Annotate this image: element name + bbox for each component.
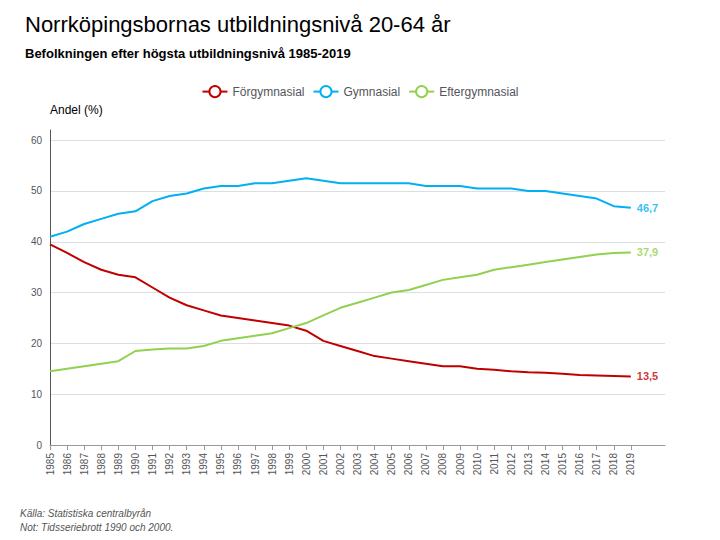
svg-text:1996: 1996 — [232, 453, 243, 476]
svg-text:1997: 1997 — [250, 453, 261, 476]
svg-text:50: 50 — [31, 185, 43, 196]
svg-text:2005: 2005 — [386, 453, 397, 476]
svg-text:1985: 1985 — [45, 453, 56, 476]
svg-text:1995: 1995 — [215, 453, 226, 476]
svg-text:1988: 1988 — [96, 453, 107, 476]
svg-text:2004: 2004 — [369, 453, 380, 476]
svg-text:2014: 2014 — [540, 453, 551, 476]
svg-text:1998: 1998 — [267, 453, 278, 476]
svg-text:2009: 2009 — [455, 453, 466, 476]
svg-text:2016: 2016 — [574, 453, 585, 476]
svg-text:Befolkningen efter högsta utbi: Befolkningen efter högsta utbildningsniv… — [25, 46, 351, 61]
svg-text:10: 10 — [31, 389, 43, 400]
svg-text:2013: 2013 — [523, 453, 534, 476]
svg-text:2019: 2019 — [625, 453, 636, 476]
svg-text:1992: 1992 — [164, 453, 175, 476]
svg-text:Norrköpingsbornas utbildningsn: Norrköpingsbornas utbildningsnivå 20-64 … — [25, 12, 451, 37]
svg-text:2002: 2002 — [335, 453, 346, 476]
svg-text:1989: 1989 — [113, 453, 124, 476]
svg-text:1991: 1991 — [147, 453, 158, 476]
svg-text:2007: 2007 — [420, 453, 431, 476]
svg-text:Gymnasial: Gymnasial — [343, 85, 400, 99]
svg-text:2006: 2006 — [403, 453, 414, 476]
svg-text:2001: 2001 — [318, 453, 329, 476]
svg-text:37,9: 37,9 — [637, 246, 658, 258]
svg-text:Eftergymnasial: Eftergymnasial — [439, 85, 518, 99]
svg-text:1986: 1986 — [62, 453, 73, 476]
svg-text:Not: Tidsseriebrott 1990 och 2: Not: Tidsseriebrott 1990 och 2000. — [20, 522, 173, 533]
svg-text:Andel (%): Andel (%) — [50, 103, 103, 117]
svg-text:60: 60 — [31, 135, 43, 146]
svg-text:2012: 2012 — [506, 453, 517, 476]
svg-text:Förgymnasial: Förgymnasial — [232, 85, 304, 99]
svg-text:2003: 2003 — [352, 453, 363, 476]
svg-text:2011: 2011 — [489, 453, 500, 475]
svg-text:2018: 2018 — [608, 453, 619, 476]
svg-text:2000: 2000 — [301, 453, 312, 476]
svg-text:1987: 1987 — [79, 453, 90, 476]
svg-text:2017: 2017 — [591, 453, 602, 476]
svg-text:30: 30 — [31, 287, 43, 298]
svg-text:2010: 2010 — [472, 453, 483, 476]
svg-text:1999: 1999 — [284, 453, 295, 476]
svg-text:1990: 1990 — [130, 453, 141, 476]
svg-text:13,5: 13,5 — [637, 370, 658, 382]
svg-text:20: 20 — [31, 338, 43, 349]
svg-text:0: 0 — [36, 440, 42, 451]
svg-text:1993: 1993 — [181, 453, 192, 476]
svg-text:2008: 2008 — [437, 453, 448, 476]
svg-text:46,7: 46,7 — [637, 202, 658, 214]
svg-text:1994: 1994 — [198, 453, 209, 476]
svg-text:Källa: Statistiska centralbyrå: Källa: Statistiska centralbyrån — [20, 508, 152, 519]
svg-text:40: 40 — [31, 236, 43, 247]
svg-text:2015: 2015 — [557, 453, 568, 476]
